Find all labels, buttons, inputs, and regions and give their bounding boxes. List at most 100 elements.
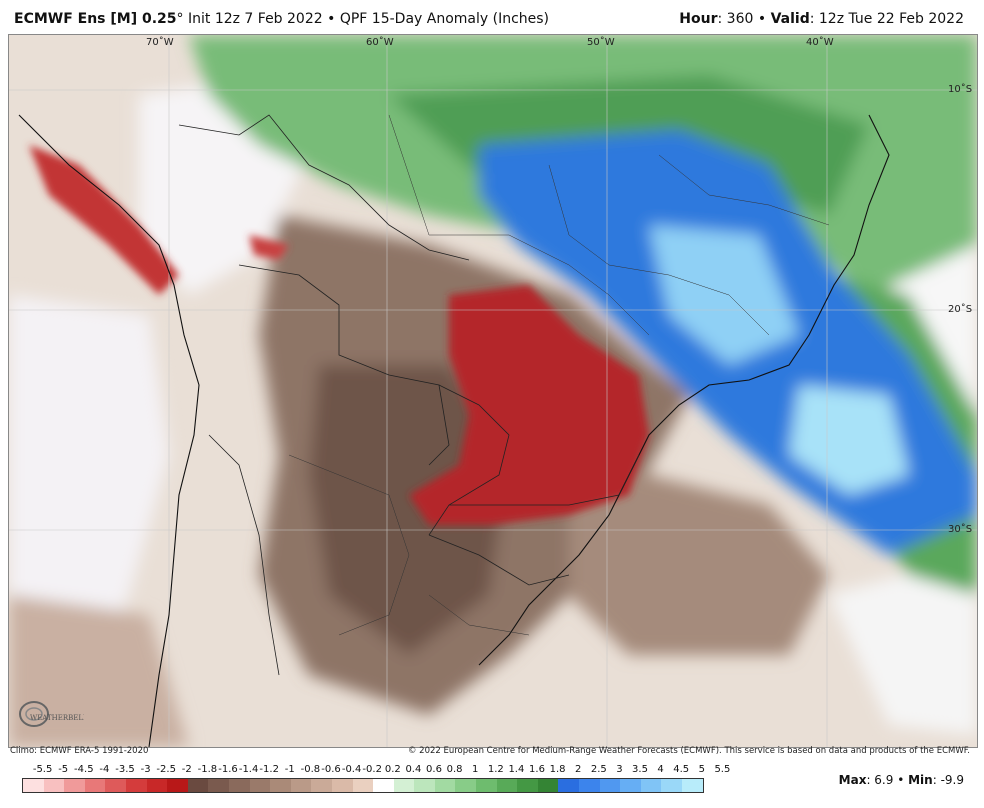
valid-time: Hour: 360 • Valid: 12z Tue 22 Feb 2022 xyxy=(679,11,964,27)
lon-label-60w: 60˚W xyxy=(366,37,394,48)
legend-swatch xyxy=(43,779,65,792)
legend-label: 0.4 xyxy=(405,764,422,775)
stats-separator: • xyxy=(893,773,909,787)
state-border-3 xyxy=(288,454,410,636)
legend-label: 4 xyxy=(657,764,664,775)
border-peru-brazil xyxy=(178,114,470,261)
legend-swatch xyxy=(476,779,497,792)
legend-label: -0.2 xyxy=(362,764,382,775)
legend-label: 5.5 xyxy=(714,764,731,775)
border-parana xyxy=(449,454,640,506)
legend-swatch xyxy=(496,779,518,792)
state-border-1 xyxy=(388,114,650,336)
lightblue-zone-north xyxy=(649,225,799,365)
red-zone-andes xyxy=(29,145,179,295)
legend-label: -2.5 xyxy=(156,764,176,775)
color-legend xyxy=(22,778,704,793)
legend-label: -0.6 xyxy=(321,764,341,775)
country-borders xyxy=(178,114,640,676)
legend-label: 0.8 xyxy=(446,764,463,775)
legend-label: 0.2 xyxy=(384,764,401,775)
legend-label: -2 xyxy=(181,764,192,775)
border-paraguay xyxy=(428,384,510,536)
lon-label-70w: 70˚W xyxy=(146,37,174,48)
hour-value: : 360 xyxy=(717,11,754,27)
border-bolivia xyxy=(238,264,450,466)
red-zone-core xyxy=(409,285,649,525)
legend-swatch xyxy=(23,779,44,792)
max-min-stats: Max: 6.9 • Min: -9.9 xyxy=(839,773,964,787)
legend-swatch xyxy=(331,779,353,792)
legend-swatch xyxy=(84,779,106,792)
legend-label: -0.4 xyxy=(341,764,362,775)
valid-label: Valid xyxy=(770,11,810,27)
legend-swatch xyxy=(682,779,703,792)
legend-swatch xyxy=(125,779,147,792)
white-zone-southeast xyxy=(829,555,977,735)
lat-label-10s: 10˚S xyxy=(948,84,973,95)
header: ECMWF Ens [M] 0.25° Init 12z 7 Feb 2022 … xyxy=(0,0,984,34)
legend-swatch xyxy=(661,779,682,792)
lon-label-40w: 40˚W xyxy=(806,37,834,48)
max-label: Max xyxy=(838,773,867,787)
legend-swatch xyxy=(414,779,435,792)
legend-label: 1 xyxy=(472,764,479,775)
legend-swatch xyxy=(434,779,456,792)
anomaly-map xyxy=(9,35,977,747)
state-border-4 xyxy=(428,594,530,636)
map-panel xyxy=(8,34,978,748)
model-name: ECMWF Ens [M] 0.25 xyxy=(14,11,177,27)
atlantic-coastline xyxy=(478,114,890,666)
legend-label: 3 xyxy=(616,764,623,775)
valid-value: : 12z Tue 22 Feb 2022 xyxy=(809,11,964,27)
legend-swatch xyxy=(105,779,126,792)
legend-swatch xyxy=(640,779,662,792)
legend-swatch xyxy=(352,779,374,792)
legend-label: 1.2 xyxy=(487,764,504,775)
darkbrown-zone xyxy=(309,365,509,655)
legend-label: -1.2 xyxy=(259,764,279,775)
legend-label: 1.6 xyxy=(529,764,545,775)
weatherbell-logo: WEATHERBELL xyxy=(19,701,84,727)
legend-swatch xyxy=(537,779,559,792)
legend-label: -3.5 xyxy=(115,764,135,775)
pacific-coastline xyxy=(18,114,200,747)
border-argentina-chile xyxy=(208,434,280,676)
legend-label: -4 xyxy=(99,764,110,775)
max-value: : 6.9 xyxy=(866,773,894,787)
state-border-5 xyxy=(658,154,830,226)
legend-swatch xyxy=(64,779,85,792)
legend-label: -1.8 xyxy=(197,764,218,775)
legend-swatch xyxy=(620,779,641,792)
copyright-credit: © 2022 European Centre for Medium-Range … xyxy=(407,746,970,756)
legend-label: 3.5 xyxy=(632,764,648,775)
legend-label: 5 xyxy=(698,764,705,775)
legend-swatch xyxy=(455,779,477,792)
legend-label: 1.8 xyxy=(549,764,566,775)
graticule xyxy=(9,35,977,747)
title-separator: • xyxy=(322,11,340,27)
legend-swatch xyxy=(146,779,168,792)
legend-label: -4.5 xyxy=(74,764,94,775)
legend-swatch xyxy=(373,779,394,792)
legend-swatch xyxy=(311,779,332,792)
init-time: Init 12z 7 Feb 2022 xyxy=(183,11,323,27)
logo-text: WEATHERBELL xyxy=(30,714,84,722)
legend-label: -1.4 xyxy=(238,764,259,775)
legend-label: 2 xyxy=(575,764,582,775)
map-title: ECMWF Ens [M] 0.25° Init 12z 7 Feb 2022 … xyxy=(14,11,549,27)
legend-label: 0.6 xyxy=(426,764,442,775)
legend-label: -5.5 xyxy=(32,764,53,775)
product-name: QPF 15-Day Anomaly (Inches) xyxy=(339,11,550,27)
legend-swatch xyxy=(187,779,209,792)
hour-label: Hour xyxy=(679,11,718,27)
min-label: Min xyxy=(908,773,933,787)
min-value: : -9.9 xyxy=(932,773,964,787)
legend-label: -0.8 xyxy=(300,764,321,775)
legend-swatch xyxy=(270,779,291,792)
legend-swatch xyxy=(208,779,229,792)
red-patch-bolivia xyxy=(249,235,289,260)
brown-zone-ocean xyxy=(569,455,829,655)
legend-swatch xyxy=(558,779,580,792)
legend-swatch xyxy=(599,779,621,792)
